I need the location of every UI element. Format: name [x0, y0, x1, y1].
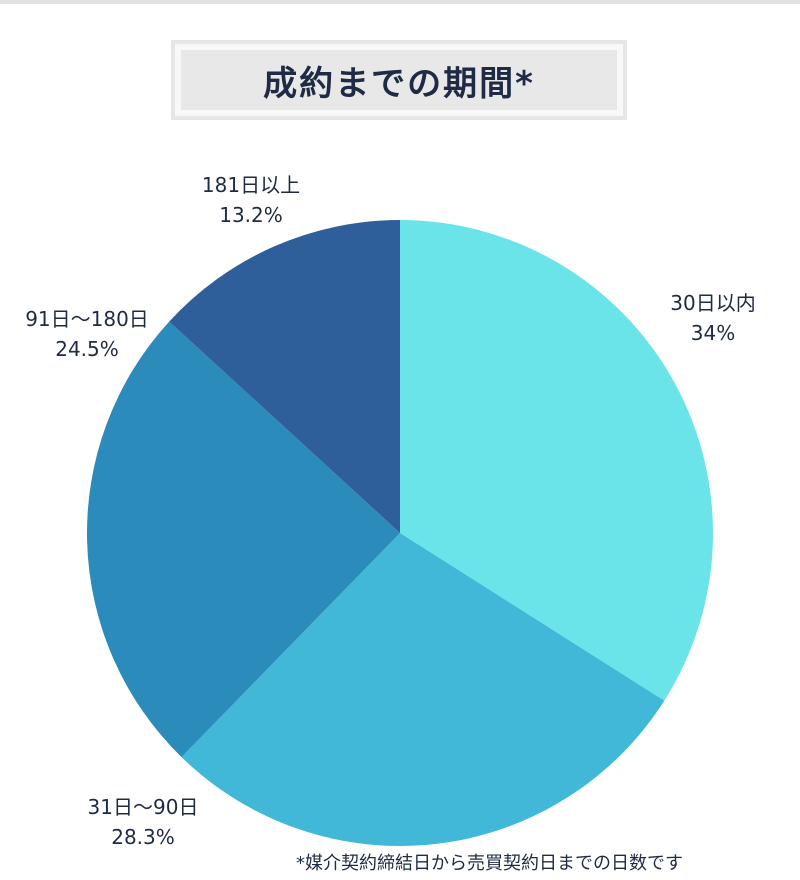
slice-name: 31日〜90日: [87, 795, 199, 819]
slice-label-2: 91日〜180日 24.5%: [2, 304, 172, 364]
slice-percent: 28.3%: [111, 825, 175, 849]
slice-percent: 13.2%: [219, 203, 283, 227]
slice-percent: 34%: [690, 321, 736, 345]
pie-slice-3: [169, 220, 400, 533]
slice-name: 91日〜180日: [25, 307, 149, 331]
pie-slice-1: [181, 533, 665, 846]
slice-label-0: 30日以内 34%: [618, 288, 800, 348]
pie-slice-2: [86, 321, 401, 758]
slice-percent: 24.5%: [55, 337, 119, 361]
footnote: *媒介契約締結日から売買契約日までの日数です: [296, 853, 683, 874]
slice-name: 181日以上: [201, 173, 301, 197]
top-divider: [0, 0, 800, 4]
chart-title: 成約までの期間*: [181, 50, 617, 110]
slice-label-3: 181日以上 13.2%: [156, 170, 346, 230]
pie-slice-0: [400, 220, 713, 701]
chart-title-box: 成約までの期間*: [171, 40, 627, 120]
slice-name: 30日以内: [670, 291, 756, 315]
slice-label-1: 31日〜90日 28.3%: [48, 792, 238, 852]
